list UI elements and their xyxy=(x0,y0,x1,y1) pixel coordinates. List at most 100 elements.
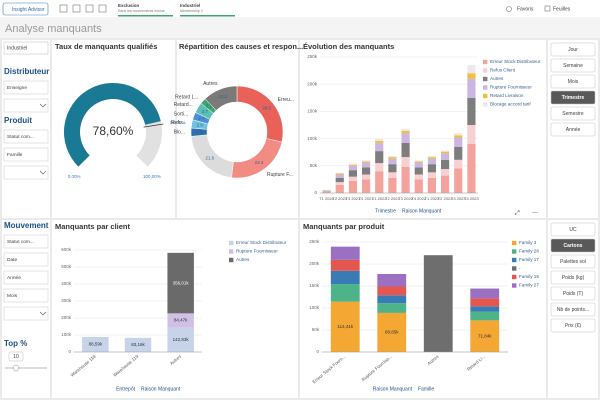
bar-segment xyxy=(335,172,344,174)
chip-box[interactable] xyxy=(3,41,49,55)
bar-segment xyxy=(167,327,194,352)
toggle-button[interactable] xyxy=(550,58,596,73)
bar-segment xyxy=(377,303,407,313)
bar-segment xyxy=(348,164,357,166)
legend-label: Retard Livraison xyxy=(490,93,524,98)
toggle-label: Prix (€) xyxy=(565,323,581,329)
y-tick-label: 50k xyxy=(312,327,320,332)
bar-segment xyxy=(467,65,476,74)
title-bar xyxy=(0,18,600,38)
donut-category-label: Autres xyxy=(203,81,218,87)
filter-field[interactable] xyxy=(3,80,49,95)
filter-field[interactable] xyxy=(3,129,49,144)
slider-handle[interactable] xyxy=(12,364,20,372)
x-tick-label: T2 2022 xyxy=(385,196,400,201)
dropdown[interactable] xyxy=(3,165,49,180)
chart-title: Évolution des manquants xyxy=(303,42,394,51)
filter-label: Date xyxy=(7,257,17,263)
toggle-button[interactable] xyxy=(550,286,596,301)
y-tick-label: 50k xyxy=(310,163,318,168)
donut-category-label: Retard L... xyxy=(175,94,198,100)
dropdown[interactable] xyxy=(3,98,49,113)
legend-label: Erreur Stock Distributeur xyxy=(236,240,287,245)
x-axis-title: Entrepôt xyxy=(116,386,136,392)
bar-segment xyxy=(362,160,371,162)
bar-segment xyxy=(362,179,371,193)
donut-segment xyxy=(204,85,238,111)
toggle-button[interactable] xyxy=(550,90,596,105)
toggle-label: Nb de points... xyxy=(557,307,589,313)
filter-field[interactable] xyxy=(3,147,49,162)
toggle-button[interactable] xyxy=(550,318,596,333)
toggle-button[interactable] xyxy=(550,106,596,121)
toggle-button[interactable] xyxy=(550,302,596,317)
filter-field[interactable] xyxy=(3,288,49,303)
bar-segment xyxy=(348,176,357,182)
donut-category-label: Blo... xyxy=(174,129,185,135)
donut-value-label: 2.1 xyxy=(206,104,213,109)
toggle-button[interactable] xyxy=(550,122,596,137)
bar-segment xyxy=(335,182,344,185)
bar-segment xyxy=(414,179,423,193)
donut-category-label: Refu... xyxy=(171,120,186,126)
filter-label: Mois xyxy=(7,293,18,299)
toggle-button[interactable] xyxy=(550,222,596,237)
legend-label: Family 17 xyxy=(519,257,539,262)
bar-segment xyxy=(375,171,384,193)
series-axis-title: Famille xyxy=(418,386,434,392)
bar-value-label: 356,01k xyxy=(173,280,190,285)
toggle-button[interactable] xyxy=(550,42,596,57)
slider-bubble xyxy=(8,351,24,362)
toggle-button[interactable] xyxy=(550,238,596,253)
favorites[interactable]: Favoris xyxy=(517,6,534,12)
bar-segment xyxy=(388,156,397,158)
bar-segment xyxy=(330,259,360,271)
bar-segment xyxy=(362,161,371,163)
x-axis-title: Trimestre xyxy=(375,208,396,214)
bar-segment xyxy=(330,301,360,352)
toggle-label: Semaine xyxy=(563,63,583,69)
chip: Industriel xyxy=(7,45,27,51)
y-tick-label: 600k xyxy=(61,247,72,252)
toggle-label: Poids (T) xyxy=(563,291,584,297)
donut-value-label: 23.4 xyxy=(255,160,264,165)
bar-segment xyxy=(322,191,331,193)
toggle-button[interactable] xyxy=(550,74,596,89)
svg-text:⤢: ⤢ xyxy=(515,210,520,217)
y-tick-label: 0 xyxy=(68,349,71,354)
legend-swatch xyxy=(512,240,517,246)
panel-icons[interactable]: ⤢ ⋯ xyxy=(515,210,538,217)
filter-field[interactable] xyxy=(3,234,49,249)
donut-category-label: Retard... xyxy=(174,102,193,108)
donut-value-label: 2.7 xyxy=(198,116,205,121)
filter-field[interactable] xyxy=(3,270,49,285)
filter-label: Année xyxy=(7,275,21,281)
y-tick-label: 200k xyxy=(309,261,320,266)
sheet-title: Analyse manquants xyxy=(5,23,102,35)
bar-segment xyxy=(427,177,436,193)
x-tick-label: T3 2022 xyxy=(398,196,413,201)
toggle-button[interactable] xyxy=(550,270,596,285)
filter-label: Famille xyxy=(7,152,23,158)
filter-label: Enseigne xyxy=(7,85,27,91)
legend-label: - xyxy=(519,266,521,271)
bar-segment xyxy=(454,133,463,136)
bar-segment xyxy=(414,160,423,162)
bar-segment xyxy=(330,246,360,260)
legend-label: Autres xyxy=(236,257,250,262)
filter-field[interactable] xyxy=(3,252,49,267)
dropdown[interactable] xyxy=(3,306,49,321)
toggle-button[interactable] xyxy=(550,254,596,269)
dropdown-arrow xyxy=(39,170,47,175)
legend-label: Family 28 xyxy=(519,249,539,254)
insight-button[interactable] xyxy=(2,2,49,16)
sheets[interactable]: Feuilles xyxy=(553,6,571,12)
y-tick-label: 400k xyxy=(61,281,72,286)
bar-value-label: 71,84k xyxy=(478,333,492,338)
bar-segment xyxy=(441,151,450,154)
bar-segment xyxy=(454,168,463,193)
toggle-label: Poids (kg) xyxy=(562,275,585,281)
bar-value-label: 83,16k xyxy=(131,342,145,347)
legend-label: Rupture Fournisseur xyxy=(490,85,532,90)
filter-heading: Distributeur xyxy=(4,67,49,76)
